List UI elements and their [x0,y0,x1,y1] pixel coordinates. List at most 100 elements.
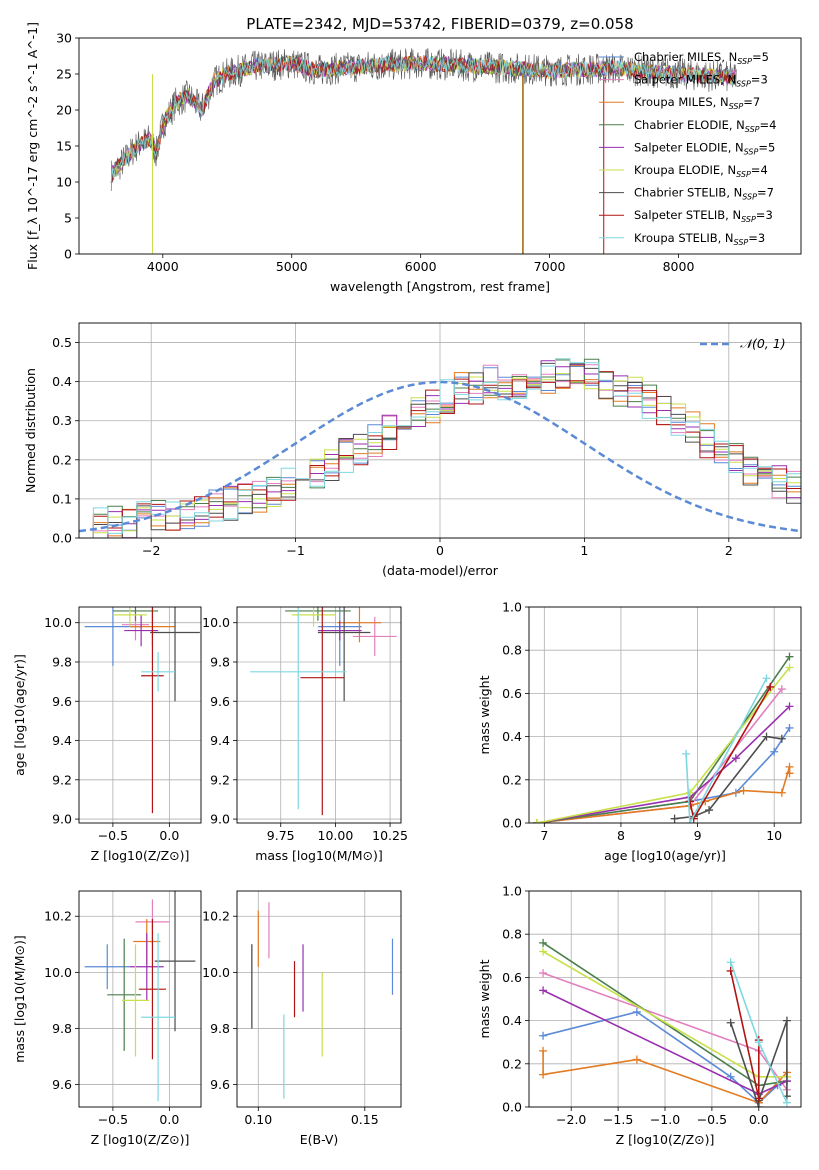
y-tick-label: 10.2 [202,909,230,924]
axes-frame [78,890,202,1108]
y-tick-label: 9.8 [210,654,230,669]
figure-title: PLATE=2342, MJD=53742, FIBERID=0379, z=0… [246,15,633,33]
mass-weight-marker [632,1055,641,1064]
plot-area [79,358,801,538]
y-tick-label: 9.2 [52,772,72,787]
legend-nssp-eq: = [748,231,758,245]
legend-label: 𝒩(0, 1) [740,336,786,351]
y-tick-label: 0.8 [502,927,522,942]
y-tick-label: 0.0 [502,816,522,831]
panel-mass-vs-Z: −0.5 0.0 9.6 9.8 10.0 10.2 Z [log10(Z/Z⊙)] mass… [12,890,202,1147]
y-tick-label: 0.4 [52,374,72,389]
x-tick-label: 5000 [276,259,308,274]
y-tick-label: 25 [56,67,72,82]
x-tick-label: −0.5 [98,1112,128,1127]
y-tick-label: 9.6 [210,694,230,709]
y-tick-label: 0.8 [502,643,522,658]
legend-nssp-sub: SSP [741,215,756,224]
legend-nssp-eq: = [756,208,766,222]
legend-label: Chabrier ELODIE, NSSP=4 [634,118,776,134]
x-tick-label: 0.0 [159,1112,179,1127]
legend-nssp-eq: = [751,73,761,87]
legend-nssp-value: 3 [758,231,765,245]
y-tick-label: 0.2 [502,772,522,787]
plot-area [110,47,737,254]
y-tick-label: 0.6 [502,970,522,985]
mass-weight-marker [785,723,794,732]
x-tick-label: −0.5 [98,828,128,843]
x-tick-label: 10.25 [372,828,408,843]
x-tick-label: −1.0 [650,1112,680,1127]
mass-weight-line [685,677,768,823]
legend-label: Salpeter STELIB, NSSP=3 [634,208,773,224]
y-tick-label: 0.4 [502,729,522,744]
y-tick-label: 10.0 [44,615,72,630]
panel-mass-vs-EBV: 0.10 0.15 9.6 9.8 10.0 10.2 E(B-V) [202,890,402,1147]
x-tick-label: 0.0 [749,1112,769,1127]
y-tick-label: 9.4 [52,733,72,748]
legend-model-name: Salpeter MILES [634,73,720,87]
y-axis-label: Flux [f_λ 10^-17 erg cm^-2 s^-1 A^-1] [25,22,40,270]
y-tick-label: 0.5 [52,335,72,350]
y-tick-label: 10.0 [202,965,230,980]
mass-weight-marker [670,814,679,823]
mass-weight-marker [539,1046,548,1055]
panel-residuals: −2 −1 0 1 2 0.0 0.1 0.2 0.3 0.4 0.5 (data-model)/er… [23,322,802,578]
legend-nssp-sub: SSP [744,147,759,156]
legend-nssp-sub: SSP [737,57,752,66]
x-tick-label: −2 [142,543,160,558]
mass-weight-marker [754,1038,763,1047]
axes-frame [528,890,802,1108]
legend-model-name: Kroupa STELIB [634,231,718,245]
plot-area [539,938,791,1107]
legend-nssp-sub: SSP [736,80,751,89]
mass-weight-marker [539,1031,548,1040]
mass-weight-line [536,705,791,823]
axes-frame [236,606,402,824]
legend-nssp-eq: = [743,95,753,109]
y-axis-label: mass weight [477,675,492,754]
mass-weight-marker [762,674,771,683]
x-tick-label: 2 [725,543,733,558]
legend-nssp-value: 5 [768,140,775,154]
legend-model-name: Kroupa MILES [634,95,713,109]
mass-weight-marker [726,958,735,967]
normal-curve [79,380,801,533]
y-tick-label: 9.8 [52,654,72,669]
legend-nssp-value: 5 [762,50,769,64]
x-tick-label: −2.0 [556,1112,586,1127]
x-tick-label: −1.5 [603,1112,633,1127]
y-tick-label: 9.8 [210,1021,230,1036]
mass-weight-marker [705,806,714,815]
legend-model-name: Chabrier STELIB [634,186,726,200]
y-axis-label: mass weight [477,959,492,1038]
x-tick-label: 10.00 [318,828,354,843]
mass-weight-marker [539,986,548,995]
panel-age-vs-mass: 9.75 10.00 10.25 9.0 9.2 9.4 9.6 9.8 10.0 mass [l… [202,606,408,863]
plot-area [84,891,196,1102]
legend-model-name: Chabrier ELODIE [634,118,729,132]
y-tick-label: 0.4 [502,1013,522,1028]
legend-nssp-sub: SSP [729,102,744,111]
mass-weight-marker [785,652,794,661]
mass-weight-marker [685,797,694,806]
y-tick-label: 5 [64,211,72,226]
legend-label: Chabrier STELIB, NSSP=7 [634,186,774,202]
legend-nssp-eq: = [758,140,768,154]
legend-nssp-sub: SSP [734,238,749,247]
x-axis-label: (data-model)/error [382,563,499,578]
plot-area [250,607,397,816]
plot-area [251,902,394,1099]
legend-nssp-value: 7 [767,186,774,200]
legend-nssp-eq: = [751,163,761,177]
mass-weight-marker [782,1098,791,1107]
legend-nssp-value: 3 [760,73,767,87]
y-tick-label: 9.6 [52,694,72,709]
legend-nssp-value: 7 [753,95,760,109]
mass-weight-marker [539,1070,548,1079]
legend-label: Salpeter ELODIE, NSSP=5 [634,140,775,156]
mass-weight-marker [770,747,779,756]
y-tick-label: 0.0 [52,531,72,546]
y-tick-label: 10 [56,175,72,190]
x-axis-label: wavelength [Angstrom, rest frame] [330,279,550,294]
